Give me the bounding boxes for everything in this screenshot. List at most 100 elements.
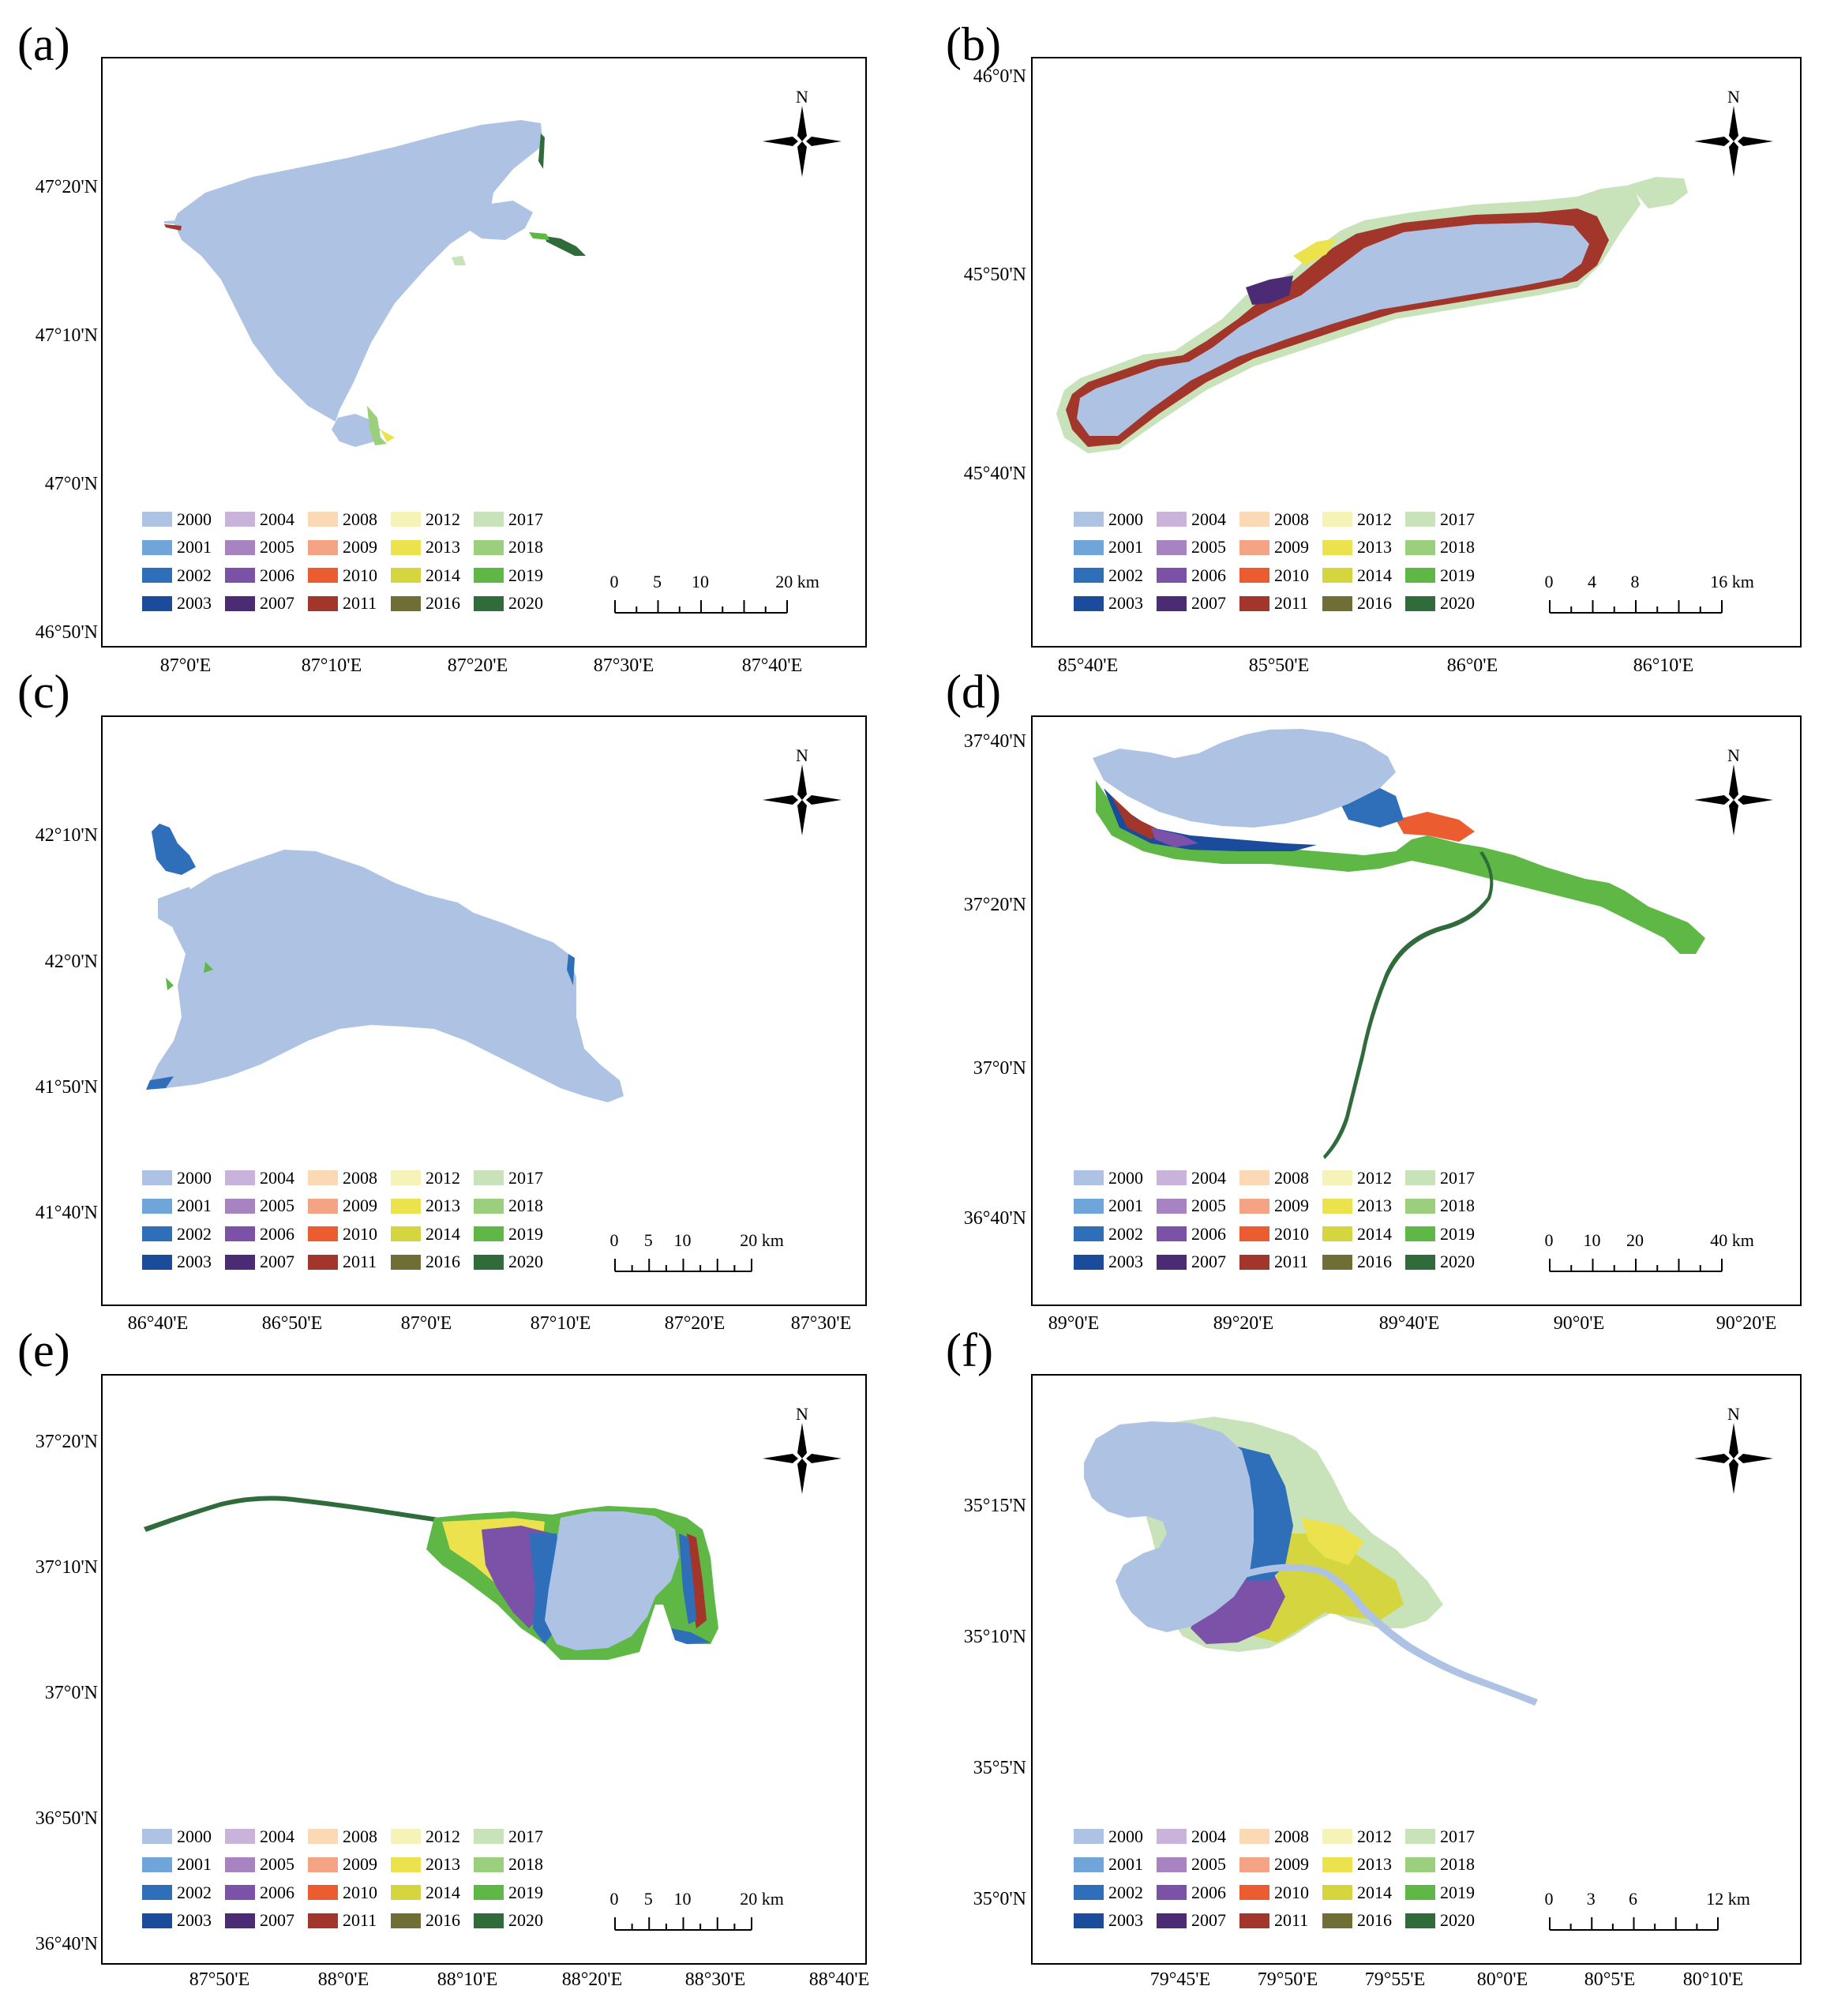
legend-label: 2017 (1440, 509, 1475, 529)
lake-map (144, 1496, 718, 1660)
legend-item-2018: 2018 (1405, 1192, 1488, 1221)
y-tick-label: 36°40'N (35, 1934, 98, 1954)
legend-item-2020: 2020 (474, 1907, 557, 1935)
x-tick-label: 86°50'E (261, 1313, 323, 1334)
legend-label: 2004 (1191, 1167, 1226, 1188)
legend-item-2001: 2001 (1074, 1851, 1157, 1879)
legend-swatch (1405, 1254, 1435, 1270)
x-tick-label: 80°10'E (1682, 1969, 1744, 1990)
legend-label: 2013 (426, 537, 460, 557)
legend-label: 2019 (508, 565, 543, 585)
legend-item-2004: 2004 (1157, 505, 1239, 534)
legend-label: 2008 (1274, 1826, 1309, 1846)
legend-swatch (1322, 1170, 1352, 1186)
legend-label: 2010 (343, 1223, 377, 1244)
y-tick-label: 35°5'N (973, 1758, 1026, 1778)
legend-label: 2003 (1108, 1910, 1143, 1931)
legend-item-2011: 2011 (308, 1248, 391, 1277)
legend-item-2006: 2006 (1157, 561, 1239, 590)
north-label: N (796, 1404, 808, 1424)
legend-swatch (1405, 568, 1435, 584)
legend-swatch (1405, 1198, 1435, 1214)
lake-area-2000 (158, 887, 197, 930)
legend-label: 2018 (508, 1196, 543, 1216)
legend-swatch (1322, 1198, 1352, 1214)
legend-item-2006: 2006 (225, 561, 308, 590)
x-tick-label: 85°50'E (1248, 655, 1310, 676)
legend-swatch (1074, 1913, 1104, 1928)
y-tick-label: 37°0'N (44, 1683, 98, 1703)
y-tick-label: 37°40'N (963, 731, 1026, 752)
legend-item-2019: 2019 (1405, 1220, 1488, 1248)
lake-change-2006 (1151, 828, 1198, 847)
legend-swatch (225, 1829, 255, 1845)
legend-swatch (142, 1856, 172, 1872)
legend-item-2000: 2000 (142, 505, 225, 534)
legend-swatch (142, 595, 172, 611)
x-tick-label: 79°55'E (1364, 1969, 1426, 1990)
legend-label: 2009 (343, 1854, 377, 1875)
lake-change-2020 (538, 133, 545, 169)
legend-item-2000: 2000 (1074, 505, 1157, 534)
legend-label: 2001 (1108, 1854, 1143, 1875)
legend-swatch (1239, 1226, 1269, 1242)
legend-label: 2010 (1274, 565, 1309, 585)
legend-label: 2012 (426, 509, 460, 529)
legend-item-2009: 2009 (1239, 1851, 1322, 1879)
y-tick-label: 46°0'N (973, 66, 1026, 87)
y-tick-label: 35°10'N (963, 1627, 1026, 1647)
legend-item-2012: 2012 (1322, 1823, 1405, 1851)
legend-swatch (1405, 595, 1435, 611)
x-tick-label: 90°0'E (1553, 1313, 1605, 1334)
lake-area-2000 (174, 120, 543, 422)
legend-item-2020: 2020 (474, 1248, 557, 1277)
legend-item-2017: 2017 (1405, 1823, 1488, 1851)
x-tick-label: 79°45'E (1149, 1969, 1211, 1990)
legend-label: 2005 (1191, 537, 1226, 557)
legend-swatch (1157, 539, 1187, 555)
y-tick-label: 41°50'N (35, 1077, 98, 1098)
scale-bar: 0 5 10 20 km (610, 572, 819, 619)
legend-label: 2014 (1357, 1882, 1392, 1902)
north-label: N (1727, 1404, 1740, 1424)
legend-label: 2011 (1274, 593, 1309, 614)
y-tick-label: 37°0'N (973, 1058, 1026, 1079)
legend-item-2005: 2005 (1157, 1192, 1239, 1221)
legend-swatch (391, 1254, 421, 1270)
legend-swatch (1239, 1170, 1269, 1186)
lake-change-2002 (152, 824, 196, 875)
legend-label: 2019 (1440, 1223, 1475, 1244)
legend-item-2017: 2017 (474, 1823, 557, 1851)
x-tick-label: 87°40'E (741, 655, 803, 676)
scale-label: 6 (1629, 1889, 1637, 1909)
legend-item-2010: 2010 (308, 1879, 391, 1907)
legend-label: 2004 (260, 509, 294, 529)
legend-swatch (1322, 539, 1352, 555)
legend-swatch (142, 568, 172, 584)
x-tick-label: 87°10'E (301, 655, 362, 676)
legend-swatch (474, 1829, 504, 1845)
legend-swatch (1157, 1856, 1187, 1872)
legend-label: 2013 (1357, 537, 1392, 557)
legend-item-2012: 2012 (391, 505, 474, 534)
lake-map (1084, 1417, 1538, 1706)
legend-item-2007: 2007 (225, 1907, 308, 1935)
legend-swatch (308, 512, 338, 527)
lake-map (146, 824, 624, 1102)
north-arrow-icon: N (1694, 1404, 1773, 1494)
legend-swatch (474, 1226, 504, 1242)
legend-item-2008: 2008 (308, 1164, 391, 1192)
legend: 2000 2004 2008 2012 2017 2001 2005 2009 2013 2018… (142, 1164, 557, 1276)
legend-swatch (225, 539, 255, 555)
legend-item-2004: 2004 (225, 1823, 308, 1851)
legend-item-2004: 2004 (225, 1164, 308, 1192)
legend-label: 2009 (343, 1196, 377, 1216)
legend-label: 2009 (343, 537, 377, 557)
scale-bar: 0 4 8 16 km (1545, 572, 1754, 619)
legend-label: 2017 (508, 509, 543, 529)
legend-label: 2006 (1191, 565, 1226, 585)
legend-item-2007: 2007 (1157, 590, 1239, 618)
legend-swatch (308, 1198, 338, 1214)
scale-label: 5 (643, 1230, 653, 1250)
scale-label: 20 km (775, 572, 819, 591)
